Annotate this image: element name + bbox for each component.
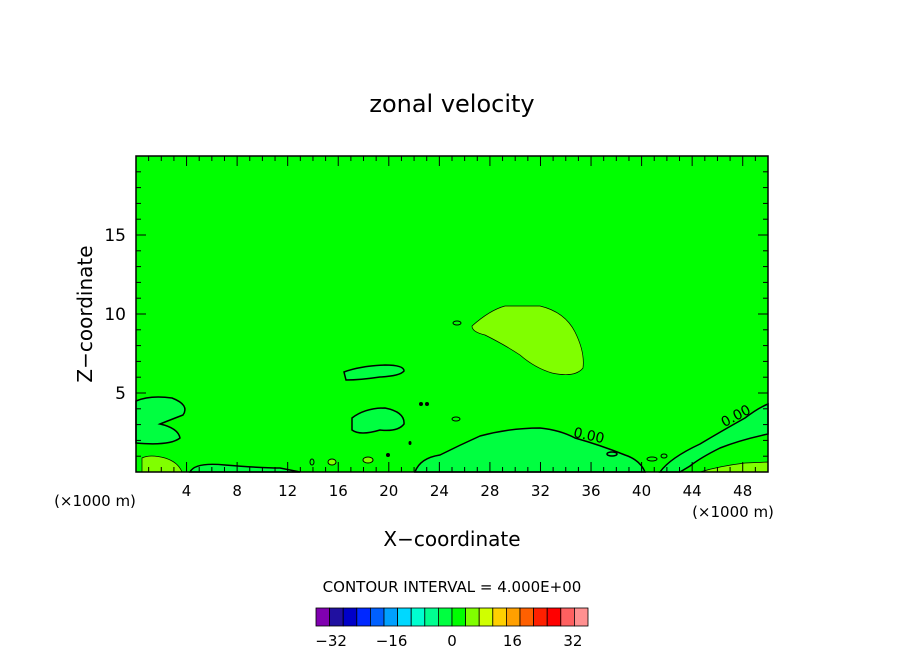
x-tick-label: 40 — [632, 482, 651, 500]
colorbar-tick-label: −32 — [315, 632, 347, 650]
x-tick-label: 20 — [379, 482, 398, 500]
small-contour-9 — [362, 456, 374, 464]
colorbar-swatch — [369, 607, 385, 627]
contour-label-zero-center: 0.00 — [572, 425, 606, 447]
negative-velocity-patch-upper — [343, 364, 405, 381]
plot-background — [136, 156, 768, 472]
negative-velocity-patch-middle — [351, 407, 405, 434]
small-contour-3 — [425, 402, 429, 406]
x-tick-label: 24 — [430, 482, 449, 500]
positive-velocity-patch-left — [141, 455, 183, 473]
x-axis-unit-left: (×1000 m) — [54, 492, 136, 510]
chart-title: zonal velocity — [369, 90, 534, 118]
small-contour-10 — [606, 451, 618, 457]
colorbar-tick-label: −16 — [376, 632, 408, 650]
colorbar-swatch — [437, 607, 453, 627]
negative-velocity-region-left — [135, 396, 186, 445]
negative-velocity-band-bottom — [188, 463, 301, 473]
x-axis-unit-right: (×1000 m) — [692, 503, 774, 521]
colorbar-tick-label: 32 — [563, 632, 582, 650]
colorbar-swatch — [465, 607, 480, 627]
y-tick-label: 15 — [104, 226, 126, 246]
negative-velocity-region-center — [413, 427, 647, 473]
small-contour-4 — [451, 416, 461, 422]
colorbar-swatch — [478, 607, 494, 627]
colorbar-swatch — [519, 607, 535, 627]
colorbar-swatch — [383, 607, 399, 627]
small-contour-8 — [327, 458, 337, 466]
colorbar-swatch — [342, 607, 358, 627]
colorbar-tick-label: 16 — [503, 632, 522, 650]
colorbar-swatch — [329, 607, 344, 627]
colorbar-swatch — [574, 607, 589, 627]
small-contour-7 — [309, 458, 315, 466]
x-tick-label: 8 — [232, 482, 242, 500]
colorbar-swatch — [505, 607, 521, 627]
small-contour-11 — [646, 456, 658, 462]
contour-interval-text: CONTOUR INTERVAL = 4.000E+00 — [323, 578, 582, 596]
x-tick-label: 44 — [683, 482, 702, 500]
positive-velocity-region — [471, 305, 584, 375]
x-axis-ticks: 4 8 12 16 20 24 28 32 36 40 44 48 — [148, 156, 756, 500]
plot-area: 0.00 0.00 — [135, 155, 769, 473]
colorbar-swatch — [397, 607, 412, 627]
colorbar-ticks: −32 −16 0 16 32 — [315, 632, 582, 650]
small-contour-12 — [660, 453, 668, 459]
small-contour-2 — [419, 402, 423, 406]
x-tick-label: 4 — [182, 482, 192, 500]
colorbar-swatch — [451, 607, 467, 627]
colorbar-swatch — [533, 607, 548, 627]
x-tick-label: 16 — [329, 482, 348, 500]
x-tick-label: 48 — [733, 482, 752, 500]
colorbar-swatch — [492, 607, 507, 627]
y-tick-label: 10 — [104, 305, 126, 325]
colorbar-swatch — [546, 607, 562, 627]
x-axis-label: X−coordinate — [383, 527, 520, 551]
x-tick-label: 12 — [278, 482, 297, 500]
colorbar-swatch — [315, 607, 331, 627]
small-contour-5 — [408, 441, 412, 445]
colorbar-swatch — [560, 607, 575, 627]
colorbar-swatch — [410, 607, 426, 627]
negative-velocity-region-right — [658, 402, 769, 473]
colorbar — [315, 607, 589, 627]
x-tick-label: 36 — [581, 482, 600, 500]
colorbar-tick-label: 0 — [447, 632, 457, 650]
y-tick-label: 5 — [115, 384, 126, 404]
colorbar-swatch — [424, 607, 439, 627]
y-axis-label: Z−coordinate — [73, 245, 97, 382]
x-tick-label: 28 — [480, 482, 499, 500]
colorbar-swatch — [356, 607, 371, 627]
y-axis-ticks: 5 10 15 — [104, 171, 768, 457]
x-tick-label: 32 — [531, 482, 550, 500]
small-contour-6 — [386, 453, 390, 457]
small-contour-1 — [452, 320, 462, 326]
